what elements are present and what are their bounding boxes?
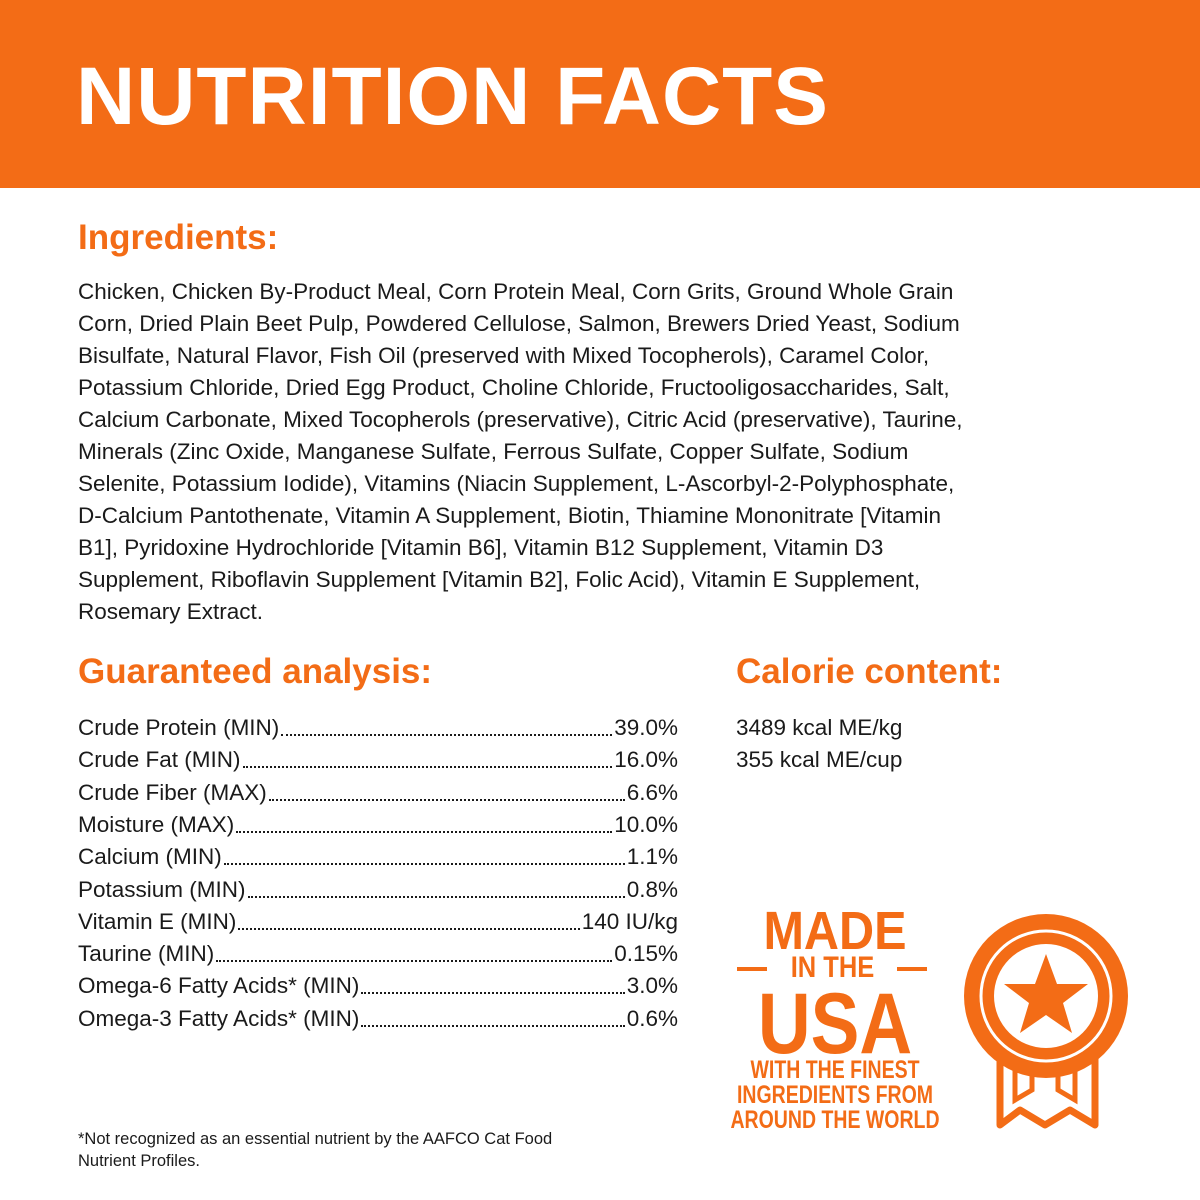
analysis-label: Taurine (MIN) xyxy=(78,941,215,967)
analysis-row: Potassium (MIN) 0.8% xyxy=(78,874,678,906)
ingredients-line: Supplement, Riboflavin Supplement [Vitam… xyxy=(78,567,921,592)
analysis-label: Omega-3 Fatty Acids* (MIN) xyxy=(78,1005,360,1031)
badge-in-the: IN THE xyxy=(790,951,875,984)
page-title: NUTRITION FACTS xyxy=(76,51,829,142)
analysis-value: 3.0% xyxy=(626,973,678,999)
ingredients-line: Minerals (Zinc Oxide, Manganese Sulfate,… xyxy=(78,439,909,464)
analysis-row: Vitamin E (MIN) 140 IU/kg xyxy=(78,906,678,938)
analysis-row: Moisture (MAX) 10.0% xyxy=(78,809,678,841)
ingredients-line: Calcium Carbonate, Mixed Tocopherols (pr… xyxy=(78,407,963,432)
analysis-row: Taurine (MIN) 0.15% xyxy=(78,938,678,970)
analysis-label: Crude Protein (MIN) xyxy=(78,715,280,740)
analysis-row: Crude Fat (MIN) 16.0% xyxy=(78,744,678,776)
analysis-label: Moisture (MAX) xyxy=(78,811,235,837)
analysis-value: 39.0% xyxy=(614,715,678,740)
ingredients-line: Rosemary Extract. xyxy=(78,599,264,624)
badge-tagline: INGREDIENTS FROM xyxy=(736,1081,934,1109)
dot-leader xyxy=(236,809,613,833)
medal-icon xyxy=(964,914,1128,1129)
analysis-value: 16.0% xyxy=(614,747,678,773)
ingredients-line: D-Calcium Pantothenate, Vitamin A Supple… xyxy=(78,503,941,528)
analysis-value: 1.1% xyxy=(626,844,678,870)
analysis-row: Crude Fiber (MAX) 6.6% xyxy=(78,777,678,809)
dot-leader xyxy=(361,970,625,995)
footnote-line: *Not recognized as an essential nutrient… xyxy=(78,1130,553,1148)
analysis-value: 0.15% xyxy=(614,941,678,967)
dot-leader xyxy=(216,938,613,963)
dot-leader xyxy=(223,841,625,866)
analysis-row: Omega-3 Fatty Acids* (MIN) 0.6% xyxy=(78,1003,678,1035)
badge-usa: USA xyxy=(757,976,913,1072)
analysis-value: 6.6% xyxy=(626,779,678,805)
badge-dash xyxy=(737,967,767,971)
dot-leader xyxy=(281,712,613,736)
header-bar xyxy=(0,0,1200,188)
calories-heading: Calorie content: xyxy=(736,652,1003,691)
dot-leader xyxy=(238,906,580,930)
analysis-value: 140 IU/kg xyxy=(581,908,678,934)
analysis-label: Vitamin E (MIN) xyxy=(78,908,237,934)
analysis-row: Calcium (MIN) 1.1% xyxy=(78,841,678,873)
analysis-heading: Guaranteed analysis: xyxy=(78,652,433,691)
badge-tagline: AROUND THE WORLD xyxy=(730,1106,940,1134)
analysis-value: 0.8% xyxy=(626,876,678,902)
ingredients-line: Selenite, Potassium Iodide), Vitamins (N… xyxy=(78,471,955,496)
ingredients-line: B1], Pyridoxine Hydrochloride [Vitamin B… xyxy=(78,535,884,560)
analysis-value: 10.0% xyxy=(614,811,678,837)
ingredients-line: Bisulfate, Natural Flavor, Fish Oil (pre… xyxy=(78,343,930,368)
ingredients-line: Chicken, Chicken By-Product Meal, Corn P… xyxy=(78,279,954,304)
analysis-value: 0.6% xyxy=(626,1005,678,1031)
dot-leader xyxy=(361,1003,625,1027)
dot-leader xyxy=(242,744,613,769)
badge-made: MADE xyxy=(763,901,907,961)
ingredients-line: Corn, Dried Plain Beet Pulp, Powdered Ce… xyxy=(78,311,960,336)
ingredients-heading: Ingredients: xyxy=(78,218,279,257)
dot-leader xyxy=(268,777,625,801)
dot-leader xyxy=(247,874,625,898)
analysis-row: Crude Protein (MIN) 39.0% xyxy=(78,712,678,744)
analysis-label: Calcium (MIN) xyxy=(78,844,222,870)
analysis-label: Crude Fat (MIN) xyxy=(78,747,241,773)
badge-dash xyxy=(897,967,927,971)
ingredients-line: Potassium Chloride, Dried Egg Product, C… xyxy=(78,375,950,400)
analysis-label: Potassium (MIN) xyxy=(78,876,246,902)
analysis-label: Omega-6 Fatty Acids* (MIN) xyxy=(78,973,360,999)
footnote-line: Nutrient Profiles. xyxy=(78,1152,200,1170)
calorie-line: 355 kcal ME/cup xyxy=(736,747,903,772)
analysis-label: Crude Fiber (MAX) xyxy=(78,779,267,805)
badge-tagline: WITH THE FINEST xyxy=(750,1056,920,1084)
analysis-row: Omega-6 Fatty Acids* (MIN) 3.0% xyxy=(78,970,678,1002)
calorie-line: 3489 kcal ME/kg xyxy=(736,715,903,740)
